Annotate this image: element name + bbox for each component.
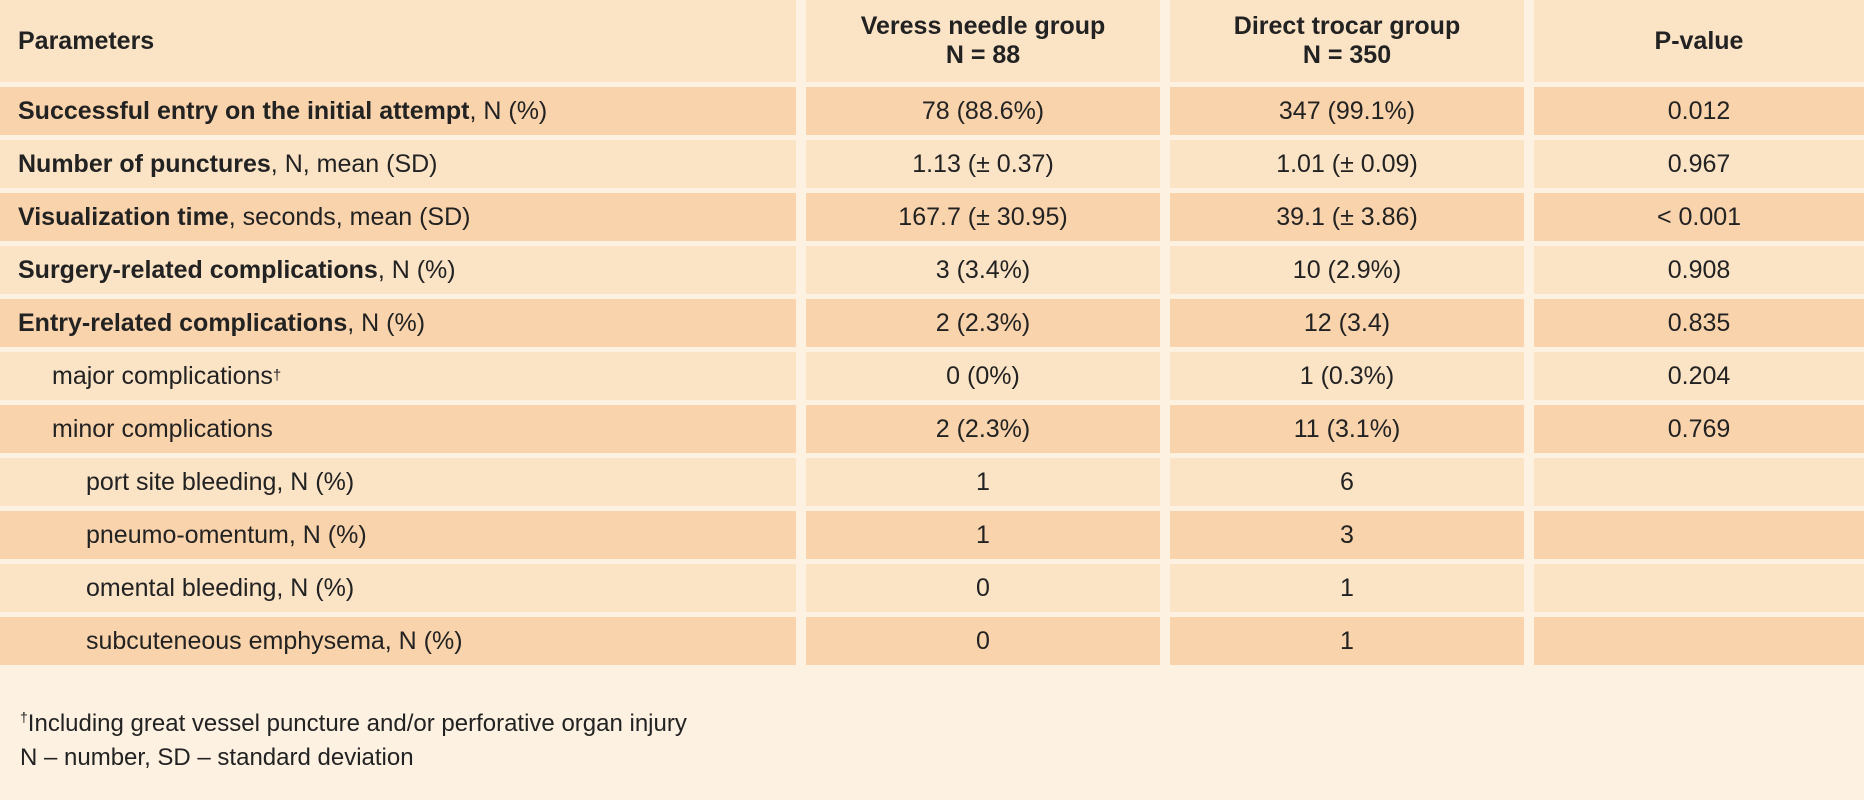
veress-value: 167.7 (± 30.95) <box>806 193 1170 246</box>
row-label-rest: , N, mean (SD) <box>270 149 438 178</box>
direct-value: 1 (0.3%) <box>1170 352 1534 405</box>
veress-value: 0 (0%) <box>806 352 1170 405</box>
row-label: Surgery-related complications, N (%) <box>0 246 806 299</box>
row-label: major complications † <box>0 352 806 405</box>
direct-value: 347 (99.1%) <box>1170 87 1534 140</box>
veress-value: 0 <box>806 617 1170 670</box>
veress-value: 2 (2.3%) <box>806 405 1170 458</box>
direct-value: 1 <box>1170 617 1534 670</box>
header-parameters: Parameters <box>0 0 806 87</box>
direct-value: 12 (3.4) <box>1170 299 1534 352</box>
p-value <box>1534 511 1864 564</box>
p-value: 0.967 <box>1534 140 1864 193</box>
row-label: Successful entry on the initial attempt,… <box>0 87 806 140</box>
header-veress-group: Veress needle group N = 88 <box>806 0 1170 87</box>
row-label: pneumo-omentum, N (%) <box>0 511 806 564</box>
veress-value: 78 (88.6%) <box>806 87 1170 140</box>
row-label: subcuteneous emphysema, N (%) <box>0 617 806 670</box>
direct-value: 1 <box>1170 564 1534 617</box>
p-value: 0.908 <box>1534 246 1864 299</box>
header-p-value: P-value <box>1534 0 1864 87</box>
row-label-bold: Successful entry on the initial attempt <box>18 96 470 125</box>
row-label: minor complications <box>0 405 806 458</box>
footnote-abbreviations: N – number, SD – standard deviation <box>20 744 414 771</box>
header-direct-title: Direct trocar group <box>1233 12 1461 41</box>
p-value: 0.204 <box>1534 352 1864 405</box>
veress-value: 2 (2.3%) <box>806 299 1170 352</box>
row-label-text: major complications <box>52 361 273 390</box>
row-label-bold: Entry-related complications <box>18 308 348 337</box>
header-veress-n: N = 88 <box>945 41 1021 69</box>
row-label: Visualization time, seconds, mean (SD) <box>0 193 806 246</box>
veress-value: 1.13 (± 0.37) <box>806 140 1170 193</box>
p-value: 0.835 <box>1534 299 1864 352</box>
row-label: Number of punctures, N, mean (SD) <box>0 140 806 193</box>
direct-value: 1.01 (± 0.09) <box>1170 140 1534 193</box>
row-label: port site bleeding, N (%) <box>0 458 806 511</box>
row-label-rest: , N (%) <box>347 308 426 337</box>
p-value: < 0.001 <box>1534 193 1864 246</box>
row-label: Entry-related complications, N (%) <box>0 299 806 352</box>
direct-value: 11 (3.1%) <box>1170 405 1534 458</box>
row-label-bold: Surgery-related complications <box>18 255 378 284</box>
footnote-dagger-text: Including great vessel puncture and/or p… <box>27 710 687 737</box>
row-label: omental bleeding, N (%) <box>0 564 806 617</box>
row-label-rest: , N (%) <box>377 255 456 284</box>
p-value <box>1534 564 1864 617</box>
direct-value: 6 <box>1170 458 1534 511</box>
p-value: 0.769 <box>1534 405 1864 458</box>
p-value <box>1534 458 1864 511</box>
footnote-dagger-mark: † <box>20 709 28 725</box>
table-footnotes: †Including great vessel puncture and/or … <box>20 707 687 775</box>
p-value: 0.012 <box>1534 87 1864 140</box>
veress-value: 0 <box>806 564 1170 617</box>
results-table: Parameters Veress needle group N = 88 Di… <box>0 0 1864 670</box>
direct-value: 10 (2.9%) <box>1170 246 1534 299</box>
header-direct-group: Direct trocar group N = 350 <box>1170 0 1534 87</box>
row-label-rest: , seconds, mean (SD) <box>228 202 471 231</box>
header-direct-n: N = 350 <box>1302 41 1392 69</box>
row-label-bold: Number of punctures <box>18 149 271 178</box>
veress-value: 1 <box>806 458 1170 511</box>
veress-value: 3 (3.4%) <box>806 246 1170 299</box>
footnote-dagger: †Including great vessel puncture and/or … <box>20 707 687 741</box>
header-veress-title: Veress needle group <box>860 12 1106 41</box>
direct-value: 3 <box>1170 511 1534 564</box>
row-label-rest: , N (%) <box>469 96 548 125</box>
direct-value: 39.1 (± 3.86) <box>1170 193 1534 246</box>
veress-value: 1 <box>806 511 1170 564</box>
p-value <box>1534 617 1864 670</box>
row-label-bold: Visualization time <box>18 202 229 231</box>
